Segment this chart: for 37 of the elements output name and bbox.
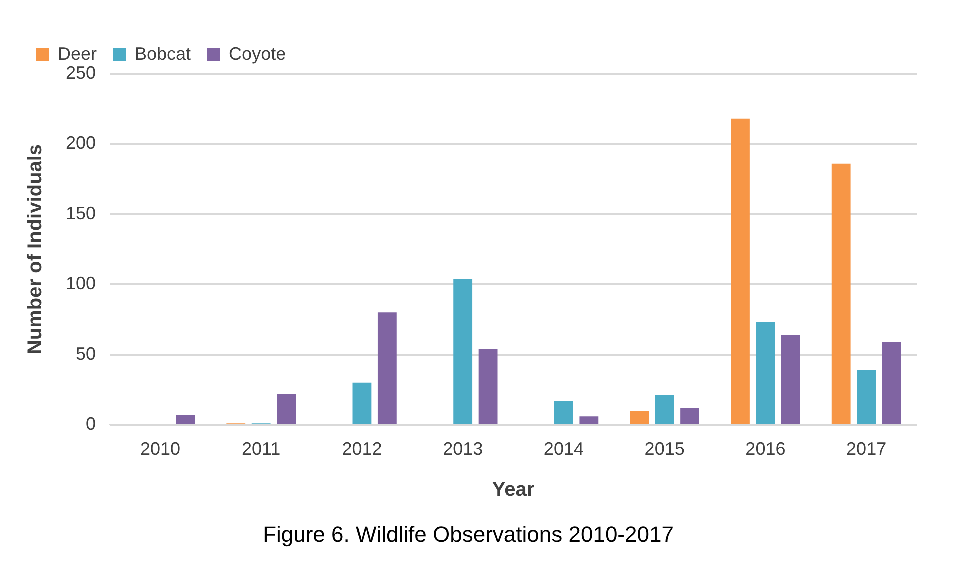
x-axis-title: Year — [492, 479, 535, 502]
y-tick-label: 50 — [76, 344, 96, 364]
bar — [882, 342, 902, 424]
legend-label: Coyote — [229, 44, 286, 64]
x-tick-label: 2011 — [242, 438, 281, 459]
y-tick-label: 0 — [86, 414, 96, 434]
bar — [756, 322, 776, 424]
y-axis-title: Number of Individuals — [24, 144, 47, 355]
y-tick-label: 250 — [66, 62, 96, 83]
text: Figure 6. Wildlife Observations 2010-2017 — [263, 522, 674, 547]
x-tick-label: 2014 — [544, 438, 584, 459]
bar — [352, 382, 372, 424]
bar — [857, 370, 876, 424]
legend-label: Deer — [58, 44, 98, 64]
x-tick-label: 2013 — [443, 438, 484, 459]
bar — [832, 164, 851, 424]
bar — [630, 410, 650, 424]
bar — [478, 349, 498, 424]
x-tick-label: 2015 — [644, 438, 685, 459]
x-tick-label: 2016 — [746, 438, 786, 459]
y-tick-label: 100 — [66, 274, 96, 294]
y-tick-label: 150 — [66, 203, 96, 224]
y-tick-label: 200 — [66, 133, 96, 154]
bar — [378, 312, 397, 424]
bar — [554, 401, 574, 424]
bar — [680, 408, 700, 424]
legend-label: Bobcat — [135, 44, 192, 64]
x-tick-label: 2012 — [342, 438, 382, 459]
bar — [781, 335, 800, 424]
x-tick-label: 2010 — [140, 438, 180, 459]
bar — [731, 118, 750, 424]
bar — [454, 278, 473, 424]
x-tick-label: 2017 — [846, 438, 887, 459]
bar — [277, 394, 296, 424]
bar — [580, 416, 599, 424]
bar — [176, 415, 196, 424]
bar — [655, 396, 674, 424]
